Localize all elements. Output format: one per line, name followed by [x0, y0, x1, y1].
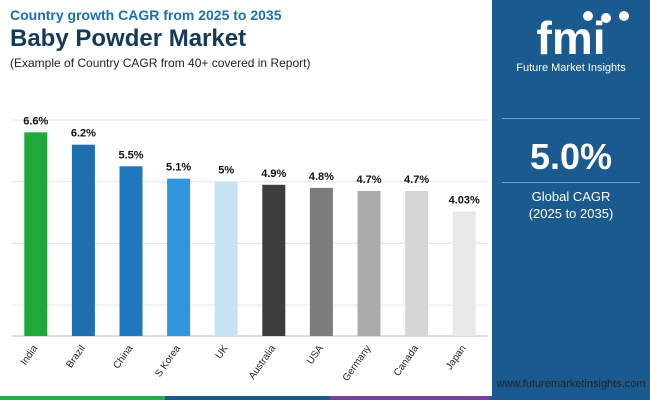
bar: [167, 178, 191, 336]
bar: [452, 211, 476, 336]
x-tick-label: UK: [214, 343, 231, 361]
bar-value-label: 5%: [218, 165, 234, 177]
global-cagr-label-line1: Global CAGR: [531, 189, 611, 204]
website-link[interactable]: www.futuremarketinsights.com: [496, 378, 646, 390]
sidebar: fmi Future Market Insights 5.0% Global C…: [492, 0, 650, 400]
bar-value-label: 4.9%: [261, 168, 286, 180]
x-tick-label: Australia: [247, 343, 279, 382]
sidebar-divider: [502, 182, 640, 183]
chart-header: Country growth CAGR from 2025 to 2035 Ba…: [10, 6, 490, 72]
logo-dot-icon: [619, 11, 629, 21]
bar: [262, 184, 286, 336]
chart-subtitle-top: Country growth CAGR from 2025 to 2035: [10, 7, 282, 23]
x-tick-label: USA: [305, 343, 326, 366]
global-cagr-label-line2: (2025 to 2035): [528, 206, 614, 221]
bottom-bar-segment: [0, 396, 165, 400]
bar-value-label: 4.03%: [449, 195, 480, 207]
bar: [24, 132, 48, 336]
bar-value-label: 5.1%: [166, 162, 191, 174]
fmi-logo: fmi Future Market Insights: [492, 6, 650, 76]
x-tick-label: China: [111, 343, 135, 371]
x-tick-label: India: [19, 343, 41, 367]
logo-dot-icon: [601, 13, 611, 23]
bottom-bar-segment: [490, 396, 650, 400]
bar: [357, 190, 381, 336]
bar-value-label: 6.6%: [23, 115, 48, 127]
global-cagr-value: 5.0%: [529, 136, 613, 177]
x-tick-label: Canada: [392, 343, 421, 378]
global-cagr-label: Global CAGR (2025 to 2035): [492, 188, 650, 222]
bar-value-label: 4.8%: [309, 171, 334, 183]
bar-value-label: 4.7%: [404, 174, 429, 186]
logo-graphic: fmi: [537, 11, 629, 64]
bar-chart: 6.6% India 6.2% Brazil 5.5% China 5.1% S Korea 5…: [12, 115, 488, 383]
chart-subtitle: (Example of Country CAGR from 40+ covere…: [10, 56, 311, 70]
bottom-color-bar: [0, 396, 650, 400]
bar-value-label: 6.2%: [71, 128, 96, 140]
bar: [71, 144, 95, 336]
x-tick-label: S Korea: [153, 343, 183, 379]
bar: [119, 166, 143, 336]
bottom-bar-segment: [330, 396, 490, 400]
sidebar-divider: [502, 118, 640, 119]
x-tick-label: Brazil: [64, 343, 87, 370]
x-tick-label: Germany: [341, 343, 374, 383]
logo-text: Future Market Insights: [516, 62, 626, 74]
logo-letters: fmi: [537, 12, 606, 62]
bar: [405, 190, 429, 336]
bar-value-label: 4.7%: [356, 174, 381, 186]
bar: [309, 187, 333, 336]
logo-dot-icon: [583, 11, 593, 21]
bar-value-label: 5.5%: [118, 149, 143, 161]
chart-title: Baby Powder Market: [10, 25, 247, 52]
bottom-bar-segment: [165, 396, 330, 400]
bar: [214, 181, 238, 336]
x-tick-label: Japan: [444, 343, 469, 372]
